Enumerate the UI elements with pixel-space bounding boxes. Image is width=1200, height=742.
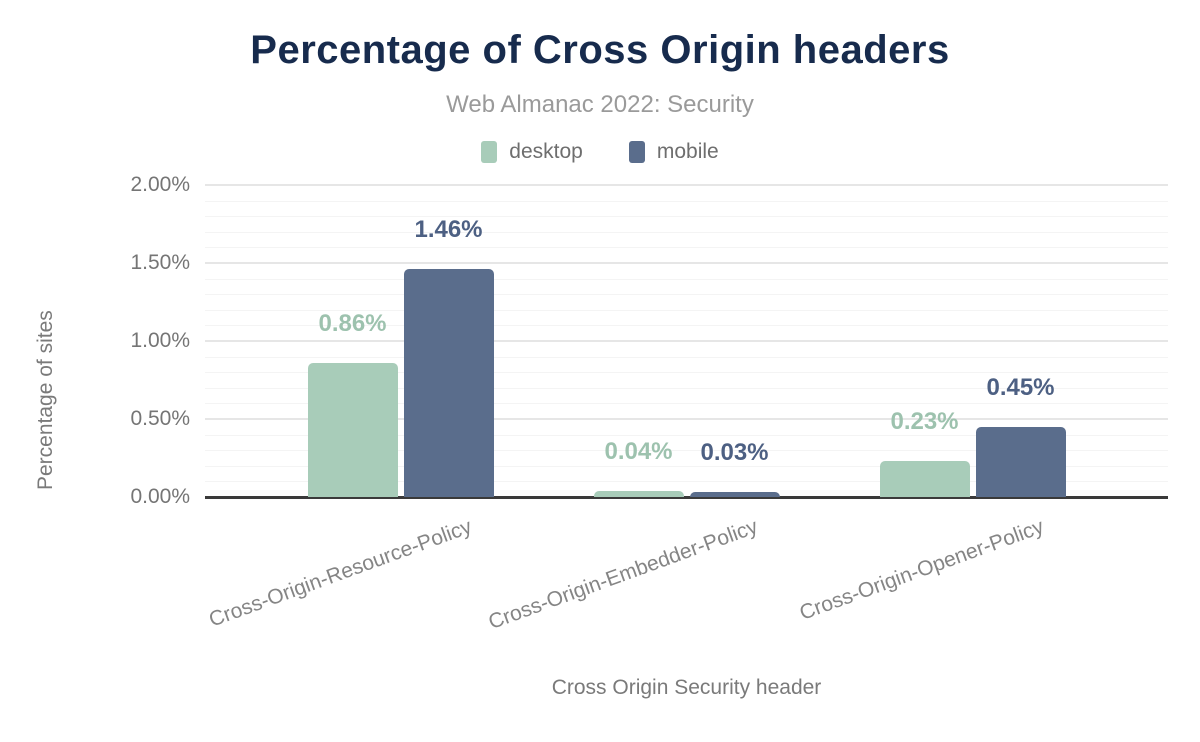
y-tick-label: 0.00% xyxy=(130,485,190,508)
gridline-minor xyxy=(205,216,1168,218)
chart-title: Percentage of Cross Origin headers xyxy=(250,28,950,72)
gridline-minor xyxy=(205,294,1168,296)
legend-swatch-desktop xyxy=(481,141,498,163)
bar-desktop-1 xyxy=(593,490,684,497)
value-label-desktop-0: 0.86% xyxy=(318,309,387,337)
gridline-minor xyxy=(205,231,1168,233)
gridline-major xyxy=(205,340,1168,342)
value-label-mobile-0: 1.46% xyxy=(414,216,483,244)
gridline-minor xyxy=(205,372,1168,374)
gridline-major xyxy=(205,262,1168,264)
bar-mobile-2 xyxy=(975,426,1066,497)
gridline-major xyxy=(205,184,1168,186)
y-tick-label: 2.00% xyxy=(130,173,190,196)
gridline-major xyxy=(205,418,1168,420)
legend-label-desktop: desktop xyxy=(509,140,583,163)
legend-swatch-mobile xyxy=(628,141,645,163)
legend-item-desktop: desktop xyxy=(481,140,583,164)
gridline-minor xyxy=(205,200,1168,202)
y-tick-label: 1.50% xyxy=(130,251,190,274)
bar-desktop-0 xyxy=(307,362,398,497)
gridline-minor xyxy=(205,403,1168,405)
gridline-minor xyxy=(205,309,1168,311)
value-label-desktop-1: 0.04% xyxy=(604,437,673,465)
gridline-minor xyxy=(205,325,1168,327)
legend-label-mobile: mobile xyxy=(656,140,719,163)
bar-desktop-2 xyxy=(879,461,970,497)
gridline-minor xyxy=(205,247,1168,249)
bar-mobile-1 xyxy=(689,492,780,497)
y-tick-label: 0.50% xyxy=(130,407,190,430)
plot-area: 0.00% 0.50% 1.00% 1.50% 2.00% 0.86% 1.46% Cross… xyxy=(130,173,1168,634)
gridline-minor xyxy=(205,278,1168,280)
gridline-minor xyxy=(205,387,1168,389)
bar-mobile-0 xyxy=(403,269,494,497)
gridline-minor xyxy=(205,356,1168,358)
value-label-mobile-2: 0.45% xyxy=(986,373,1055,401)
gridline-minor xyxy=(205,434,1168,436)
y-axis-title: Percentage of sites xyxy=(34,310,57,490)
legend-item-mobile: mobile xyxy=(628,140,719,164)
legend: desktop mobile xyxy=(0,140,1200,164)
chart-subtitle: Web Almanac 2022: Security xyxy=(446,91,754,118)
y-tick-label: 1.00% xyxy=(130,329,190,352)
gridline-minor xyxy=(205,481,1168,483)
x-axis-baseline xyxy=(205,496,1168,499)
gridline-minor xyxy=(205,465,1168,467)
x-axis-title: Cross Origin Security header xyxy=(551,676,822,699)
value-label-desktop-2: 0.23% xyxy=(890,408,959,436)
gridline-minor xyxy=(205,450,1168,452)
value-label-mobile-1: 0.03% xyxy=(700,439,769,467)
